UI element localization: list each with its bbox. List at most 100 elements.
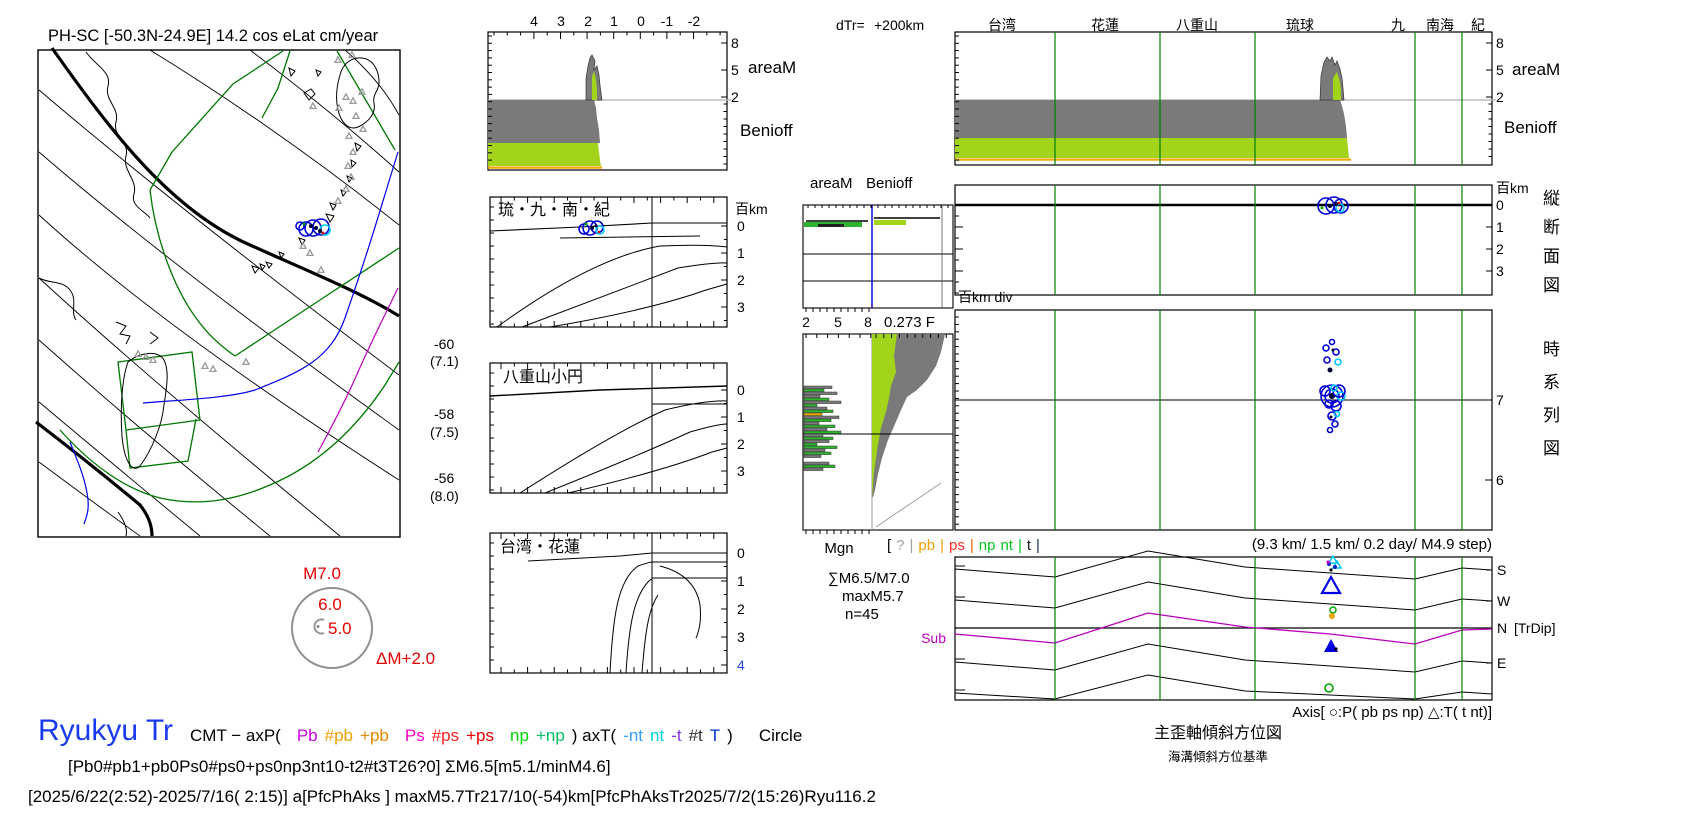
mid-top-axis-tick: 2: [584, 13, 592, 29]
legend-token: nt: [1000, 537, 1013, 554]
section1-title: 琉・九・南・紀: [498, 202, 611, 219]
mag-scale-v3: -56: [434, 470, 455, 486]
dtr-label: dTr=: [836, 17, 865, 33]
section3-title: 台湾・花蓮: [500, 539, 581, 556]
map-graticule-arcs: [38, 49, 400, 537]
time-series-event-cluster: [1319, 338, 1346, 434]
cmt-token: ) axT(: [571, 726, 617, 745]
mag-scale-v2: -58: [434, 406, 455, 422]
mid-scale-tick: 2: [731, 89, 739, 105]
depth-tick-label: 1: [737, 409, 745, 425]
cmt-token: +ps: [466, 726, 495, 745]
section-yaeyama-small-circle: [489, 362, 728, 494]
magnitude-f-panel: [802, 333, 954, 531]
mid-scale-tick: 5: [731, 62, 739, 78]
arc-scale-tick: 8: [1496, 35, 1504, 51]
region-label: 九: [1391, 17, 1405, 33]
sum-m-label: ∑M6.5/M7.0: [828, 570, 910, 587]
magnitude-histogram-bars: [803, 385, 842, 471]
arc-area-benioff-panel: [954, 31, 1496, 166]
mag-scale-m2: (7.5): [430, 424, 459, 440]
azimuth-subcaption: 海溝傾斜方位基準: [1167, 750, 1269, 764]
mid-area-benioff-panel: [487, 31, 731, 171]
cmt-token: #ps: [431, 726, 460, 745]
region-label: 南海: [1426, 17, 1454, 33]
legend-token: np: [978, 537, 996, 554]
mid-top-axis-tick: -2: [687, 13, 701, 29]
region-label: 花蓮: [1091, 17, 1119, 33]
region-label: 紀: [1471, 17, 1485, 33]
arc-aream-label: areaM: [1512, 60, 1561, 79]
azimuth-band-lines: [954, 550, 1493, 700]
legend-token: t: [1026, 537, 1032, 554]
depth-section-title-char: 縦: [1543, 189, 1560, 208]
mgn-axis-tick: 2: [802, 314, 810, 330]
legend-m6-label: 6.0: [318, 595, 342, 614]
time-series-panel: [954, 309, 1493, 531]
dtr-value: +200km: [874, 17, 925, 33]
arc-scale-tick: 2: [1496, 89, 1504, 105]
strain-axis-markers: [1320, 554, 1343, 693]
time-series-title-char: 図: [1543, 439, 1560, 458]
date-range-line: [2025/6/22(2:52)-2025/7/16( 2:15)] a[Pfc…: [28, 787, 876, 806]
cmt-token: np: [510, 726, 529, 745]
arc-scale-tick: 5: [1496, 62, 1504, 78]
legend-token: |: [940, 537, 945, 554]
legend-token: |: [1036, 537, 1040, 554]
cmt-token: -t: [671, 726, 682, 745]
cmt-token: nt: [650, 726, 665, 745]
mgn-axis-tick: 5: [834, 314, 842, 330]
app-title: Ryukyu Tr: [38, 714, 174, 747]
mag-scale-m1: (7.1): [430, 353, 459, 369]
mid-top-axis-tick: -1: [660, 13, 674, 29]
region-label: 八重山: [1176, 17, 1218, 33]
depth-tick-label: 2: [737, 272, 745, 288]
cmt-token: +np: [535, 726, 565, 745]
depth-tick-label: 0: [737, 382, 745, 398]
small-aream-label: areaM: [810, 175, 853, 192]
mid-top-axis-tick: 3: [557, 13, 565, 29]
depth-tick-label: 3: [737, 629, 745, 645]
cmt-token: #pb: [324, 726, 354, 745]
axis-note: Axis[ ○:P( pb ps np) △:T( t nt)]: [1292, 704, 1492, 721]
map-sector-boundaries: [59, 50, 400, 503]
cmt-token: Ps: [404, 726, 425, 745]
mgn-axis-tick: 8: [864, 314, 872, 330]
month-tick-label: 7: [1496, 392, 1504, 408]
filter-settings-line: [Pb0#pb1+pb0Ps0#ps0+ps0np3nt10-t2#t3T26?…: [68, 757, 611, 776]
n-count-label: n=45: [845, 606, 879, 623]
arc-depth-tick: 3: [1496, 263, 1504, 279]
section-taiwan-hualien: [489, 532, 728, 674]
depth-section-title-char: 図: [1543, 276, 1560, 295]
arc-depth-tick: 0: [1496, 197, 1504, 213]
depth-distribution-panel: [802, 204, 954, 309]
volcano-triangle-icons: [133, 50, 368, 373]
trdip-label: [TrDip]: [1514, 620, 1556, 636]
axis-ticks: [488, 32, 1492, 691]
arc-depth-tick: 2: [1496, 241, 1504, 257]
small-benioff-label: Benioff: [866, 175, 913, 192]
depth-tick-label: 2: [737, 601, 745, 617]
section2-title: 八重山小円: [503, 369, 584, 386]
cmt-token: CMT − axP(: [190, 726, 281, 745]
legend-token: [: [887, 537, 892, 554]
cmt-token: -nt: [623, 726, 644, 745]
direction-label: N: [1497, 620, 1508, 636]
subduction-azimuth-line: [954, 612, 1493, 645]
legend-token: |: [909, 537, 914, 554]
depth-tick-label: 1: [737, 245, 745, 261]
legend-token: |: [1017, 537, 1022, 554]
map-event-cluster: [295, 218, 331, 237]
mid-aream-label: areaM: [748, 58, 797, 77]
sub-label: Sub: [921, 630, 946, 646]
segment-boundary-lines: [1054, 32, 1463, 700]
legend-dm-label: ΔM+2.0: [376, 649, 436, 668]
depth-section-event-cluster: [1317, 196, 1349, 215]
legend-m7-label: M7.0: [303, 564, 341, 583]
map-panel: [35, 47, 401, 538]
trench-lines: [35, 47, 400, 537]
map-blue-lines: [69, 151, 399, 525]
step-note: (9.3 km/ 1.5 km/ 0.2 day/ M4.9 step): [1251, 536, 1492, 553]
direction-label: E: [1497, 655, 1507, 671]
